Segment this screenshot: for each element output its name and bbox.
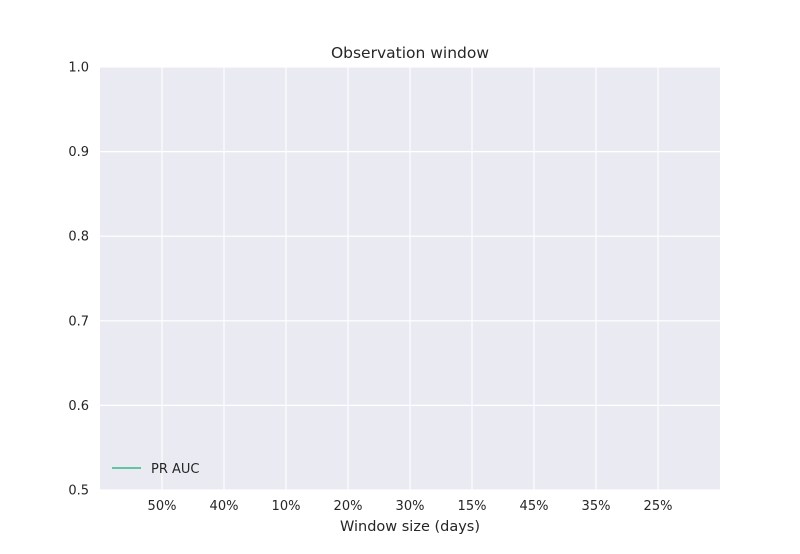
- x-tick-label: 35%: [582, 499, 611, 514]
- y-tick-label: 0.5: [68, 484, 89, 499]
- y-tick-label: 1.0: [68, 61, 89, 76]
- y-tick-label: 0.9: [68, 145, 89, 160]
- x-tick-label: 25%: [644, 499, 673, 514]
- x-tick-label: 40%: [210, 499, 239, 514]
- y-tick-label: 0.6: [68, 399, 89, 414]
- legend: PR AUC: [112, 462, 200, 477]
- x-tick-label: 15%: [458, 499, 487, 514]
- chart-title: Observation window: [331, 44, 489, 62]
- x-axis-title: Window size (days): [340, 519, 480, 535]
- x-tick-label: 10%: [272, 499, 301, 514]
- x-tick-label: 30%: [396, 499, 425, 514]
- x-tick-label: 45%: [520, 499, 549, 514]
- y-tick-label: 0.7: [68, 314, 89, 329]
- x-tick-label: 20%: [334, 499, 363, 514]
- x-tick-label: 50%: [148, 499, 177, 514]
- legend-label-pr-auc: PR AUC: [151, 462, 200, 477]
- x-tick-labels: 50% 40% 10% 20% 30% 15% 45% 35% 25%: [148, 499, 673, 514]
- grid-lines: [100, 66, 720, 491]
- y-tick-labels: 0.5 0.6 0.7 0.8 0.9 1.0: [68, 61, 89, 499]
- y-tick-label: 0.8: [68, 230, 89, 245]
